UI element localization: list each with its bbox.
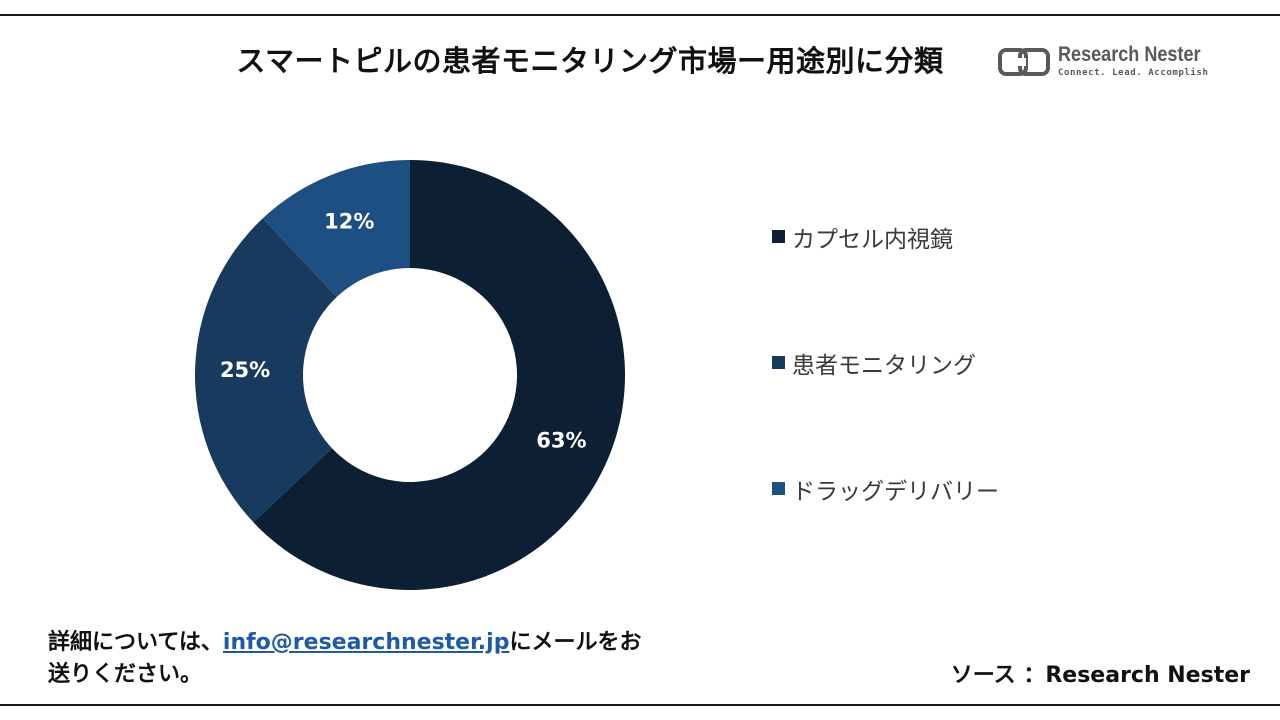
contact-note: 詳細については、info@researchnester.jpにメールをお 送りく…	[48, 627, 641, 691]
legend-swatch-drug-delivery	[772, 482, 785, 495]
contact-note-suffix: にメールをお	[509, 630, 642, 655]
legend-label-drug-delivery: ドラッグデリバリー	[792, 479, 999, 505]
data-label-drug-delivery: 12%	[324, 210, 374, 234]
donut-slice-drug-delivery	[262, 160, 410, 298]
contact-note-line-1: 詳細については、info@researchnester.jpにメールをお	[48, 627, 641, 659]
logo-tagline: Connect. Lead. Accomplish	[1058, 68, 1209, 78]
contact-note-prefix: 詳細については、	[48, 630, 223, 655]
chart-title: スマートピルの患者モニタリング市場ー用途別に分類	[236, 44, 944, 78]
donut-slice-capsule-endoscopy	[253, 160, 626, 590]
legend-label-patient-monitoring: 患者モニタリング	[792, 353, 976, 379]
legend-label-capsule-endoscopy: カプセル内視鏡	[792, 227, 953, 253]
source-credit: ソース ：Research Nester	[950, 663, 1250, 688]
contact-email-link[interactable]: info@researchnester.jp	[222, 630, 510, 655]
legend-swatch-capsule-endoscopy	[772, 230, 785, 243]
top-rule	[0, 14, 1280, 16]
data-label-capsule-endoscopy: 63%	[536, 429, 586, 453]
donut-slice-patient-monitoring	[194, 218, 337, 523]
bottom-rule	[0, 704, 1280, 706]
legend-swatch-patient-monitoring	[772, 356, 785, 369]
logo-mark-icon	[998, 48, 1050, 76]
logo-name: Research Nester	[1058, 43, 1201, 66]
research-nester-logo: Research Nester Connect. Lead. Accomplis…	[998, 43, 1238, 83]
contact-note-line-2: 送りください。	[48, 662, 203, 687]
data-label-patient-monitoring: 25%	[220, 358, 270, 382]
